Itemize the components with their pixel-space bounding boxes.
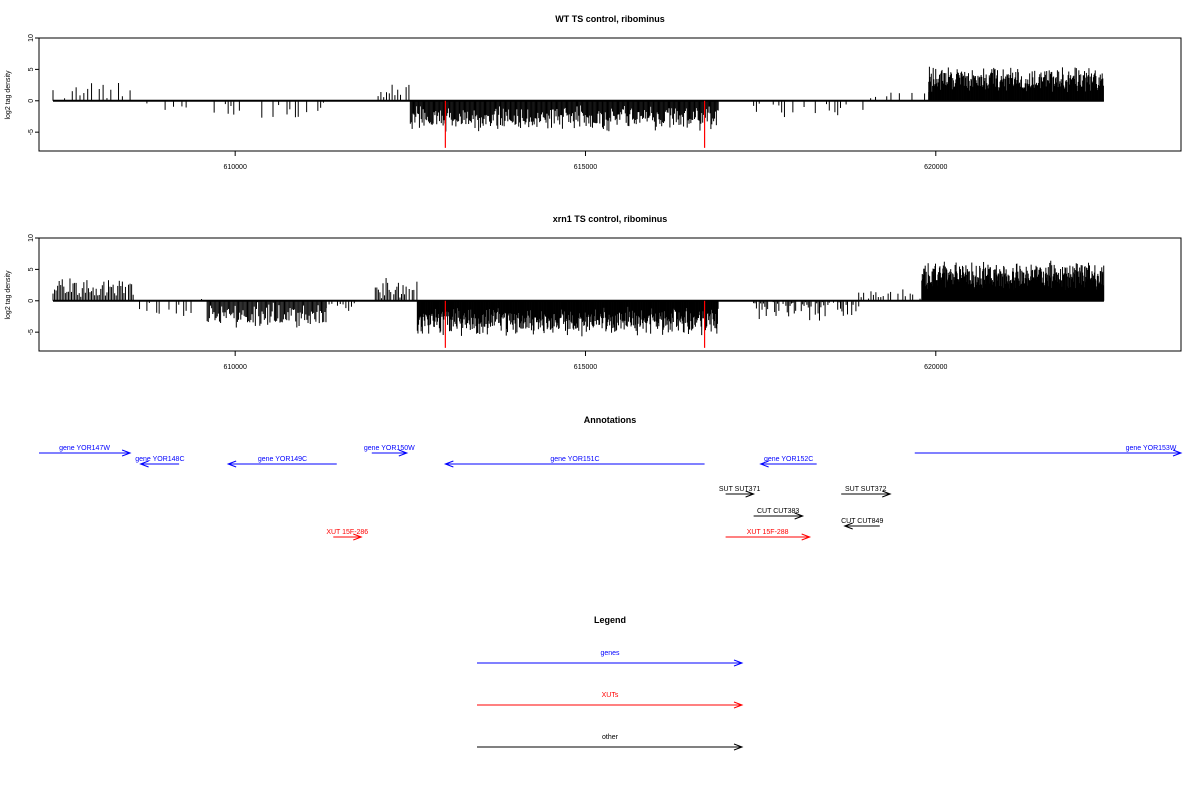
feature-label: XUT 15F-286 — [326, 529, 368, 536]
feature-label: SUT SUT371 — [719, 486, 761, 493]
annotation-feature: XUT 15F-286 — [326, 529, 368, 541]
feature-label: XUT 15F-288 — [747, 529, 789, 536]
x-axis: 610000 615000 620000 — [223, 151, 948, 171]
strand-arrowhead — [121, 449, 132, 457]
x-tick-label: 610000 — [223, 164, 246, 171]
feature-label: CUT CUT383 — [757, 508, 799, 515]
annotation-feature: gene YOR148C — [135, 456, 185, 468]
annotation-feature: SUT SUT372 — [841, 486, 892, 498]
annotation-feature: gene YOR151C — [443, 456, 705, 468]
xrn1-density-panel: xrn1 TS control, ribominus log2 tag dens… — [5, 214, 1182, 371]
y-tick-label: 10 — [28, 234, 35, 242]
feature-label: SUT SUT372 — [845, 486, 887, 493]
y-axis-label: log2 tag density — [5, 70, 12, 120]
feature-label: gene YOR150W — [364, 445, 415, 452]
y-tick-label: -5 — [28, 329, 35, 335]
x-tick-label: 620000 — [924, 364, 947, 371]
x-tick-label: 615000 — [574, 164, 597, 171]
legend-items: genes XUTs other — [477, 650, 744, 751]
feature-label: gene YOR149C — [258, 456, 307, 463]
density-bars — [52, 66, 1104, 148]
panel-title: xrn1 TS control, ribominus — [553, 214, 668, 224]
y-tick-label: 10 — [28, 34, 35, 42]
legend-entry: other — [477, 734, 744, 751]
plot-frame — [38, 237, 1182, 352]
wt-density-panel: WT TS control, ribominus log2 tag densit… — [5, 14, 1182, 171]
y-axis: -5 0 5 10 — [28, 234, 39, 335]
strand-arrowhead — [794, 512, 805, 520]
legend-label: other — [602, 734, 619, 741]
density-bars — [52, 260, 1105, 348]
legend-arrowhead — [733, 701, 744, 709]
feature-label: gene YOR152C — [764, 456, 813, 463]
annotation-feature: CUT CUT383 — [753, 508, 805, 520]
legend-entry: XUTs — [477, 692, 744, 709]
x-tick-label: 620000 — [924, 164, 947, 171]
annotation-items: gene YOR147W gene YOR148C gene YOR149C gene… — [39, 445, 1183, 541]
strand-arrowhead — [801, 533, 812, 541]
feature-label: gene YOR151C — [550, 456, 599, 463]
y-axis: -5 0 5 10 — [28, 34, 39, 135]
annotation-feature: gene YOR147W — [39, 445, 132, 457]
y-tick-label: 5 — [28, 267, 35, 271]
x-tick-label: 615000 — [574, 364, 597, 371]
feature-label: gene YOR147W — [59, 445, 110, 452]
panel-title: WT TS control, ribominus — [555, 14, 665, 24]
plot-frame — [38, 37, 1182, 152]
legend-title: Legend — [594, 615, 626, 625]
y-axis-label: log2 tag density — [5, 270, 12, 320]
annotation-feature: gene YOR153W — [914, 445, 1183, 457]
strand-arrowhead — [443, 460, 454, 468]
annotations-title: Annotations — [584, 415, 637, 425]
annotation-feature: gene YOR152C — [759, 456, 817, 468]
legend-label: genes — [600, 650, 620, 657]
y-tick-label: 0 — [28, 299, 35, 303]
annotation-feature: gene YOR150W — [364, 445, 415, 457]
strand-arrowhead — [882, 490, 892, 498]
y-tick-label: -5 — [28, 129, 35, 135]
annotation-feature: CUT CUT849 — [841, 518, 883, 530]
legend-arrowhead — [733, 659, 744, 667]
legend: Legend genes XUTs other — [477, 615, 744, 751]
strand-arrowhead — [226, 460, 237, 468]
legend-arrowhead — [733, 743, 744, 751]
feature-label: gene YOR148C — [135, 456, 184, 463]
strand-arrowhead — [1172, 449, 1183, 457]
legend-entry: genes — [477, 650, 744, 667]
feature-label: CUT CUT849 — [841, 518, 883, 525]
x-axis: 610000 615000 620000 — [223, 351, 948, 371]
strand-arrowhead — [353, 533, 363, 541]
strand-arrowhead — [745, 490, 756, 498]
strand-arrowhead — [139, 460, 149, 468]
feature-label: gene YOR153W — [1126, 445, 1177, 452]
y-tick-label: 0 — [28, 99, 35, 103]
x-tick-label: 610000 — [223, 364, 246, 371]
annotation-feature: gene YOR149C — [226, 456, 337, 468]
strand-arrowhead — [398, 449, 409, 457]
legend-label: XUTs — [602, 692, 619, 699]
y-tick-label: 5 — [28, 67, 35, 71]
strand-arrowhead — [759, 460, 769, 468]
annotation-feature: XUT 15F-288 — [725, 529, 812, 541]
annotation-feature: SUT SUT371 — [719, 486, 761, 498]
strand-arrowhead — [843, 522, 853, 530]
